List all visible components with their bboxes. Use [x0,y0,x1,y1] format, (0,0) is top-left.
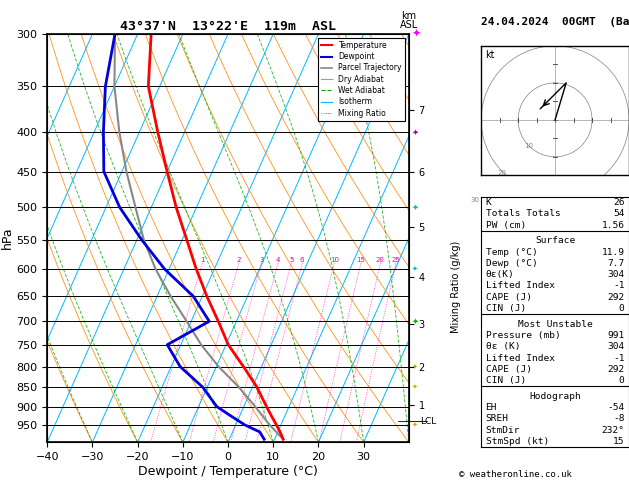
Text: 6: 6 [300,258,304,263]
Text: θε(K): θε(K) [486,270,515,279]
Text: CAPE (J): CAPE (J) [486,365,532,374]
Text: 20: 20 [498,170,506,176]
Text: CAPE (J): CAPE (J) [486,293,532,302]
Title: 43°37'N  13°22'E  119m  ASL: 43°37'N 13°22'E 119m ASL [120,20,336,33]
Text: Totals Totals: Totals Totals [486,209,560,218]
Text: 24.04.2024  00GMT  (Base: 18): 24.04.2024 00GMT (Base: 18) [481,17,629,27]
Text: CIN (J): CIN (J) [486,304,526,313]
Text: PW (cm): PW (cm) [486,221,526,229]
Text: 20: 20 [376,258,385,263]
Text: 1: 1 [200,258,204,263]
Text: 3: 3 [259,258,264,263]
Text: θε (K): θε (K) [486,342,520,351]
Text: Mixing Ratio (g/kg): Mixing Ratio (g/kg) [451,241,461,333]
Text: ✦: ✦ [412,384,418,390]
Text: ✦: ✦ [412,422,418,428]
Text: 0: 0 [619,376,625,385]
Text: K: K [486,198,491,207]
Text: ✦: ✦ [412,364,418,369]
Text: 54: 54 [613,209,625,218]
Text: Most Unstable: Most Unstable [518,320,593,329]
X-axis label: Dewpoint / Temperature (°C): Dewpoint / Temperature (°C) [138,465,318,478]
Text: 11.9: 11.9 [601,247,625,257]
Text: -1: -1 [613,281,625,291]
Text: © weatheronline.co.uk: © weatheronline.co.uk [459,469,572,479]
Text: 1.56: 1.56 [601,221,625,229]
Text: 991: 991 [608,331,625,340]
Text: kt: kt [486,50,495,60]
Text: StmSpd (kt): StmSpd (kt) [486,437,549,446]
Text: ✦: ✦ [412,266,418,272]
Text: 4: 4 [276,258,280,263]
Text: ✦: ✦ [412,203,419,212]
Text: 10: 10 [330,258,339,263]
Text: 232°: 232° [601,426,625,434]
Text: ✦: ✦ [412,29,421,39]
Legend: Temperature, Dewpoint, Parcel Trajectory, Dry Adiabat, Wet Adiabat, Isotherm, Mi: Temperature, Dewpoint, Parcel Trajectory… [318,38,405,121]
Text: ✦: ✦ [412,127,419,136]
Text: Pressure (mb): Pressure (mb) [486,331,560,340]
Text: Temp (°C): Temp (°C) [486,247,537,257]
Text: -1: -1 [613,353,625,363]
Text: 304: 304 [608,270,625,279]
Text: Dewp (°C): Dewp (°C) [486,259,537,268]
Text: ✦: ✦ [412,317,419,326]
Text: CIN (J): CIN (J) [486,376,526,385]
Text: Lifted Index: Lifted Index [486,281,555,291]
Text: km
ASL: km ASL [399,11,418,30]
Text: Lifted Index: Lifted Index [486,353,555,363]
Text: LCL: LCL [420,417,436,426]
Text: Hodograph: Hodograph [529,392,581,401]
Text: 7.7: 7.7 [608,259,625,268]
Text: 10: 10 [524,143,533,149]
Text: EH: EH [486,403,497,412]
Text: 15: 15 [613,437,625,446]
Text: 15: 15 [357,258,365,263]
Text: 0: 0 [619,304,625,313]
Text: 30: 30 [470,197,480,203]
Text: 5: 5 [289,258,293,263]
Text: Surface: Surface [535,236,575,245]
Text: 2: 2 [237,258,241,263]
Text: 292: 292 [608,365,625,374]
Text: -54: -54 [608,403,625,412]
Text: 292: 292 [608,293,625,302]
Text: SREH: SREH [486,415,509,423]
Text: 304: 304 [608,342,625,351]
Text: 25: 25 [391,258,400,263]
Y-axis label: hPa: hPa [1,227,14,249]
Text: StmDir: StmDir [486,426,520,434]
Text: 26: 26 [613,198,625,207]
Text: -8: -8 [613,415,625,423]
